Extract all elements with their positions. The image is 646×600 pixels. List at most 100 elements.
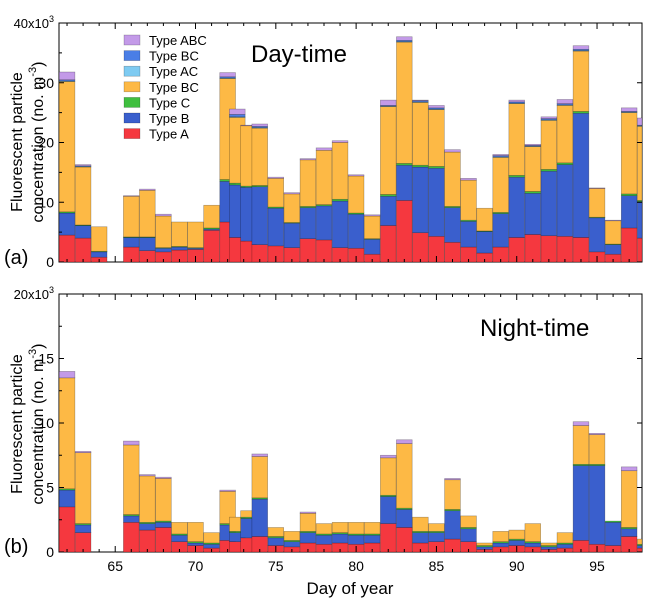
bar-segment-b bbox=[620, 195, 638, 229]
bar-segment-a bbox=[299, 238, 317, 263]
bar-segment-abc bbox=[315, 147, 333, 151]
bar-segment-bc bbox=[396, 41, 413, 164]
bar-segment-a bbox=[155, 527, 172, 553]
bar-segment-abc bbox=[572, 45, 590, 50]
bar-segment-bc bbox=[396, 443, 413, 509]
bar-segment-bc bbox=[460, 515, 477, 528]
bar-segment-abc bbox=[155, 213, 172, 217]
bar-segment-c bbox=[637, 200, 643, 202]
bar-segment-bc bbox=[155, 478, 172, 522]
bar-segment-bc2 bbox=[620, 111, 638, 113]
bar-segment-bc2 bbox=[219, 76, 236, 79]
bar-segment-b bbox=[155, 522, 172, 528]
panel-b-bars bbox=[58, 371, 643, 553]
bar-segment-b bbox=[428, 167, 445, 237]
panel-a-ylabel-sup: -3 bbox=[27, 67, 39, 77]
bar-segment-b bbox=[171, 534, 188, 542]
y-multiplier-base: 40x10 bbox=[14, 16, 49, 31]
bar-segment-ac bbox=[412, 101, 429, 103]
bar-segment-b bbox=[315, 534, 333, 545]
bar-segment-abc bbox=[267, 176, 284, 179]
bar-segment-bc bbox=[283, 193, 301, 223]
bar-segment-abc bbox=[299, 158, 317, 161]
panel-b-x-axis: 65 70 75 80 85 90 95 bbox=[66, 294, 630, 574]
bar-segment-b bbox=[588, 465, 606, 545]
bar-segment-abc bbox=[251, 453, 268, 457]
bar-segment-c bbox=[460, 219, 477, 222]
bar-segment-a bbox=[412, 232, 429, 263]
bar-segment-abc bbox=[229, 108, 246, 115]
bar-segment-b bbox=[412, 166, 429, 234]
panel-a: 0 10 20 30 40x103 Day-time (a) Fluorescent p… bbox=[4, 14, 643, 270]
panel-b-ylabel-sup: -3 bbox=[27, 349, 39, 359]
bar-segment-b bbox=[412, 532, 429, 544]
bar-segment-b bbox=[123, 515, 140, 523]
bar-segment-a bbox=[58, 234, 76, 263]
bar-segment-b bbox=[428, 532, 445, 542]
bar-segment-b bbox=[267, 537, 284, 546]
bar-segment-b bbox=[637, 545, 643, 549]
bar-segment-b bbox=[139, 523, 156, 531]
x-tick-label: 95 bbox=[589, 558, 605, 574]
bar-segment-bc bbox=[283, 531, 301, 541]
bar-segment-abc bbox=[364, 214, 381, 217]
legend-label: Type C bbox=[149, 95, 190, 110]
bar-segment-a bbox=[396, 200, 413, 263]
legend-label: Type B bbox=[149, 111, 189, 126]
panel-a-title: Day-time bbox=[251, 41, 347, 68]
bar-segment-a bbox=[637, 237, 643, 263]
x-tick-label: 70 bbox=[188, 558, 204, 574]
bar-segment-abc bbox=[637, 117, 643, 126]
y-tick-label: 5 bbox=[46, 480, 54, 496]
bar-segment-b bbox=[139, 237, 156, 251]
legend-swatch-c bbox=[123, 97, 141, 108]
panel-a-y-axis: 0 10 20 30 40x103 bbox=[14, 14, 642, 270]
bar-segment-abc bbox=[428, 105, 445, 109]
bar-segment-bc bbox=[187, 522, 204, 542]
bar-segment-abc bbox=[123, 195, 140, 197]
bar-segment-bc bbox=[428, 109, 445, 167]
bar-segment-bc bbox=[637, 538, 643, 545]
panel-b-y-axis: 0 5 10 15 20x103 bbox=[14, 285, 642, 560]
legend-label: Type BC bbox=[149, 80, 199, 95]
bar-segment-b bbox=[604, 244, 622, 255]
bar-segment-abc bbox=[299, 511, 317, 514]
y-multiplier-exp: 3 bbox=[49, 14, 54, 24]
bar-segment-b bbox=[492, 213, 509, 248]
bar-segment-bc bbox=[171, 221, 188, 247]
bar-segment-b bbox=[347, 534, 365, 545]
bar-segment-abc bbox=[219, 72, 236, 78]
bar-segment-b bbox=[524, 542, 541, 548]
bar-segment-b bbox=[331, 533, 349, 544]
y-multiplier-exp: 3 bbox=[49, 285, 54, 295]
x-axis-label: Day of year bbox=[307, 579, 394, 598]
y-tick-label: 30 bbox=[38, 75, 54, 91]
bar-segment-abc bbox=[58, 71, 76, 81]
bar-segment-bc bbox=[492, 531, 509, 542]
bar-segment-abc bbox=[412, 99, 429, 101]
bar-segment-b bbox=[556, 543, 574, 549]
bar-segment-bc bbox=[540, 542, 558, 546]
bar-segment-bc bbox=[428, 523, 445, 532]
bar-segment-abc bbox=[139, 474, 156, 477]
bar-segment-bc bbox=[58, 81, 76, 213]
bar-segment-bc bbox=[347, 522, 365, 535]
bar-segment-b bbox=[588, 217, 606, 253]
bar-segment-bc bbox=[524, 523, 541, 542]
bar-segment-abc bbox=[155, 476, 172, 479]
bar-segment-bc bbox=[347, 175, 365, 214]
bar-segment-bc2 bbox=[524, 145, 541, 147]
y-tick-label: 0 bbox=[46, 254, 54, 270]
bar-segment-c bbox=[604, 520, 622, 523]
bar-segment-b bbox=[299, 532, 317, 544]
bar-segment-a bbox=[540, 235, 558, 263]
bar-segment-abc bbox=[508, 99, 525, 103]
bar-segment-abc bbox=[396, 439, 413, 444]
bar-segment-bc bbox=[251, 456, 268, 499]
bar-segment-bc bbox=[203, 204, 220, 229]
bar-segment-bc bbox=[251, 127, 268, 186]
bar-segment-bc bbox=[588, 434, 606, 465]
legend-label: Type BC bbox=[149, 49, 199, 64]
bar-segment-b bbox=[508, 176, 525, 238]
